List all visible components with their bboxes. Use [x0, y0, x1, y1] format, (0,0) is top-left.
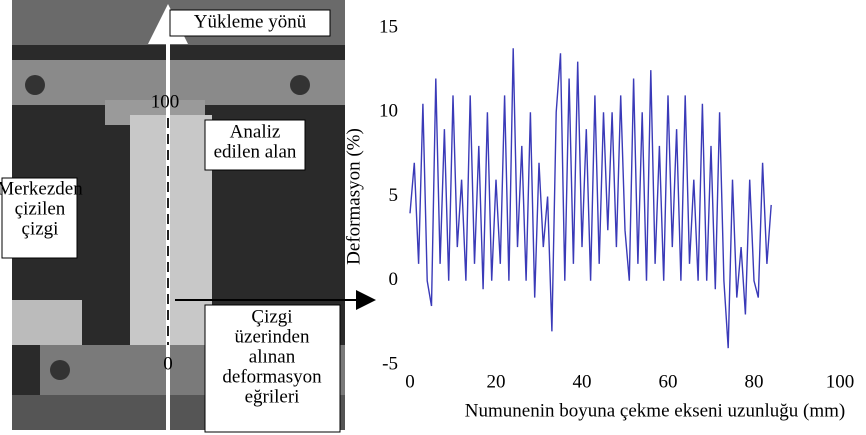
annotation: 0 — [163, 353, 173, 374]
x-axis-label: Numunenin boyuna çekme ekseni uzunluğu (… — [465, 400, 845, 421]
x-tick-label: 0 — [405, 371, 415, 392]
figure: Yükleme yönü100Analizedilen alanMerkezde… — [0, 0, 866, 435]
annotation: çizilen — [15, 198, 66, 219]
y-tick-label: 10 — [379, 101, 398, 122]
annotation: Merkezden — [0, 178, 83, 199]
x-tick-label: 80 — [745, 371, 764, 392]
y-tick-label: 0 — [389, 269, 399, 290]
annotation: Yükleme yönü — [194, 11, 307, 32]
y-tick-label: -5 — [382, 353, 398, 374]
annotation: 100 — [151, 91, 180, 112]
y-axis-label: Deformasyon (%) — [343, 128, 364, 265]
y-tick-label: 15 — [379, 16, 398, 37]
annotation: Çizgi — [251, 306, 292, 327]
data-line — [410, 48, 771, 348]
annotation: deformasyon — [222, 366, 322, 387]
annotation: çizgi — [22, 218, 59, 239]
x-tick-label: 40 — [573, 371, 592, 392]
annotation: eğrileri — [245, 386, 300, 407]
annotation: Analiz — [230, 121, 281, 142]
x-tick-label: 20 — [487, 371, 506, 392]
y-tick-label: 5 — [389, 185, 399, 206]
annotation: üzerinden — [235, 326, 310, 347]
annotation: alınan — [249, 346, 296, 367]
annotation: edilen alan — [214, 141, 297, 162]
x-tick-label: 60 — [659, 371, 678, 392]
x-tick-label: 100 — [826, 371, 855, 392]
